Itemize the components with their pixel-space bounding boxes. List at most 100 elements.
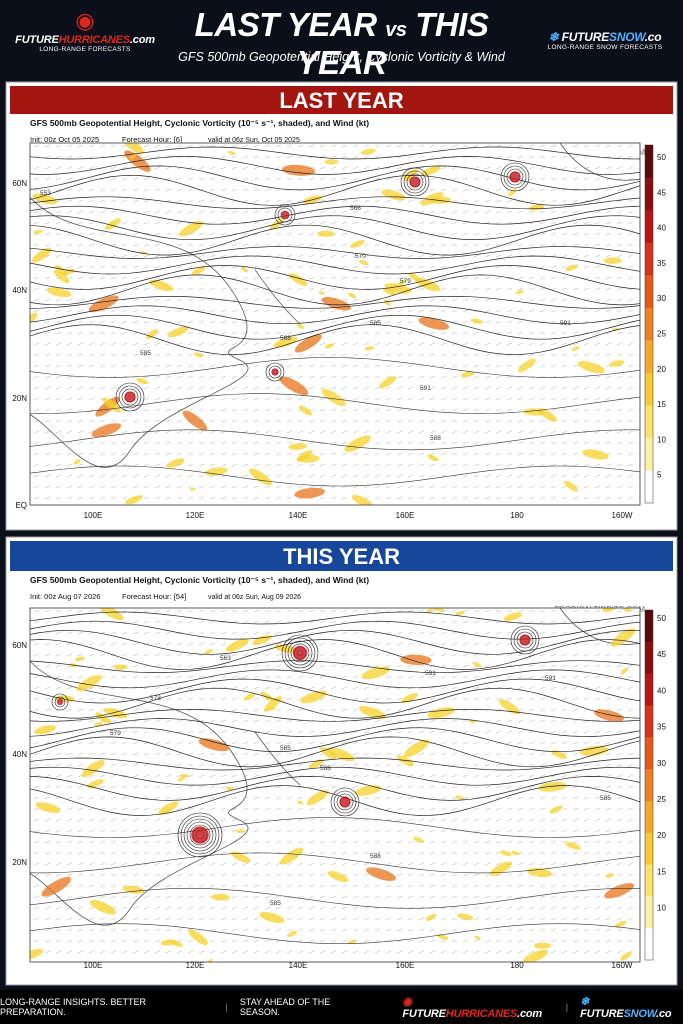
banner xyxy=(10,541,673,571)
wind-barb xyxy=(594,675,601,679)
vorticity xyxy=(167,326,189,338)
wind-barb xyxy=(616,796,623,800)
wind-barb xyxy=(341,862,348,866)
vorticity xyxy=(360,148,376,155)
wind-barb xyxy=(88,851,95,855)
wind-barb xyxy=(297,686,304,690)
wind-barb xyxy=(352,155,359,159)
wind-barb xyxy=(407,785,414,789)
height-contour xyxy=(30,678,640,704)
contour-label: 591 xyxy=(545,675,556,682)
wind-barb xyxy=(396,452,403,456)
wind-barb xyxy=(341,906,348,910)
wind-barb xyxy=(253,741,260,745)
wind-barb xyxy=(440,719,447,723)
wind-barb xyxy=(319,785,326,789)
wind-barb xyxy=(605,939,612,943)
wind-barb xyxy=(330,177,337,181)
wind-barb xyxy=(275,188,282,192)
wind-barb xyxy=(264,397,271,401)
wind-barb xyxy=(121,752,128,756)
wind-barb xyxy=(297,353,304,357)
wind-barb xyxy=(319,177,326,181)
wind-barb xyxy=(319,664,326,668)
wind-barb xyxy=(506,774,513,778)
wind-barb xyxy=(198,950,205,954)
wind-barb xyxy=(308,818,315,822)
wind-barb xyxy=(484,309,491,313)
wind-barb xyxy=(88,840,95,844)
wind-barb xyxy=(418,664,425,668)
wind-barb xyxy=(374,928,381,932)
wind-barb xyxy=(572,287,579,291)
wind-barb xyxy=(550,144,557,148)
lat-label: 20N xyxy=(12,394,27,403)
wind-barb xyxy=(220,631,227,635)
wind-barb xyxy=(484,796,491,800)
wind-barb xyxy=(396,609,403,613)
wind-barb xyxy=(407,386,414,390)
wind-barb xyxy=(385,441,392,445)
wind-barb xyxy=(143,939,150,943)
wind-barb xyxy=(572,474,579,478)
wind-barb xyxy=(330,254,337,258)
wind-barb xyxy=(495,851,502,855)
wind-barb xyxy=(198,166,205,170)
height-contour xyxy=(30,246,640,259)
wind-barb xyxy=(517,276,524,280)
wind-barb xyxy=(198,276,205,280)
wind-barb xyxy=(253,232,260,236)
wind-barb xyxy=(352,730,359,734)
wind-barb xyxy=(583,144,590,148)
vorticity xyxy=(32,193,58,205)
wind-barb xyxy=(297,609,304,613)
wind-barb xyxy=(55,873,62,877)
wind-barb xyxy=(561,474,568,478)
wind-barb xyxy=(209,276,216,280)
wind-barb xyxy=(484,243,491,247)
wind-barb xyxy=(473,342,480,346)
wind-barb xyxy=(297,884,304,888)
wind-barb xyxy=(396,807,403,811)
wind-barb xyxy=(44,485,51,489)
wind-barb xyxy=(473,298,480,302)
wind-barb xyxy=(352,631,359,635)
wind-barb xyxy=(44,642,51,646)
wind-barb xyxy=(66,686,73,690)
wind-barb xyxy=(550,928,557,932)
wind-barb xyxy=(319,265,326,269)
wind-barb xyxy=(88,221,95,225)
wind-barb xyxy=(297,298,304,302)
storm-core xyxy=(281,211,289,219)
wind-barb xyxy=(308,177,315,181)
wind-barb xyxy=(165,188,172,192)
wind-barb xyxy=(341,774,348,778)
wind-barb xyxy=(539,741,546,745)
wind-barb xyxy=(275,686,282,690)
wind-barb xyxy=(451,609,458,613)
wind-barb xyxy=(66,485,73,489)
wind-barb xyxy=(561,653,568,657)
vorticity xyxy=(103,707,128,719)
wind-barb xyxy=(55,430,62,434)
wind-barb xyxy=(209,430,216,434)
wind-barb xyxy=(616,210,623,214)
wind-barb xyxy=(484,719,491,723)
wind-barb xyxy=(275,166,282,170)
wind-barb xyxy=(110,851,117,855)
wind-barb xyxy=(440,807,447,811)
wind-barb xyxy=(396,463,403,467)
wind-barb xyxy=(55,840,62,844)
wind-barb xyxy=(154,320,161,324)
wind-barb xyxy=(550,796,557,800)
wind-barb xyxy=(616,774,623,778)
wind-barb xyxy=(385,807,392,811)
wind-barb xyxy=(550,840,557,844)
wind-barb xyxy=(264,419,271,423)
wind-barb xyxy=(550,265,557,269)
wind-barb xyxy=(429,785,436,789)
wind-barb xyxy=(165,950,172,954)
wind-barb xyxy=(473,884,480,888)
wind-barb xyxy=(110,309,117,313)
wind-barb xyxy=(187,697,194,701)
